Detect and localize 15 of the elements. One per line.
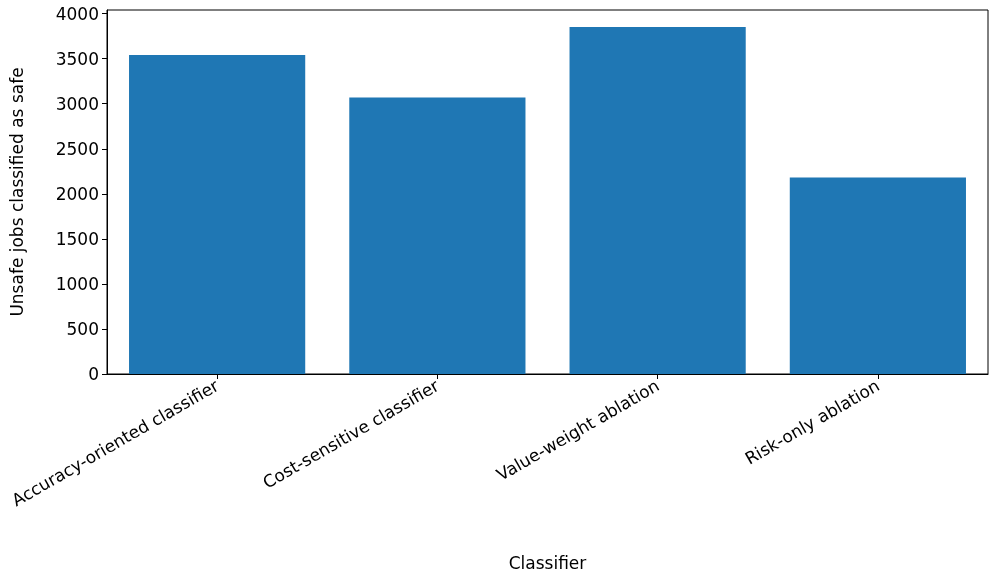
x-axis-title: Classifier [508,552,587,573]
y-axis-title: Unsafe jobs classified as safe [6,67,27,317]
y-tick-label: 3000 [55,93,99,114]
y-tick-label: 2000 [55,183,99,204]
y-tick-label: 1500 [55,228,99,249]
y-tick-label: 3500 [55,48,99,69]
bar [349,97,526,374]
y-tick-label: 1000 [55,273,99,294]
bar [569,27,746,374]
y-tick-label: 4000 [55,3,99,24]
y-tick-label: 2500 [55,138,99,159]
bar [789,177,966,374]
bar [129,55,306,374]
y-tick-label: 0 [88,364,99,384]
y-tick-label: 500 [66,318,99,339]
